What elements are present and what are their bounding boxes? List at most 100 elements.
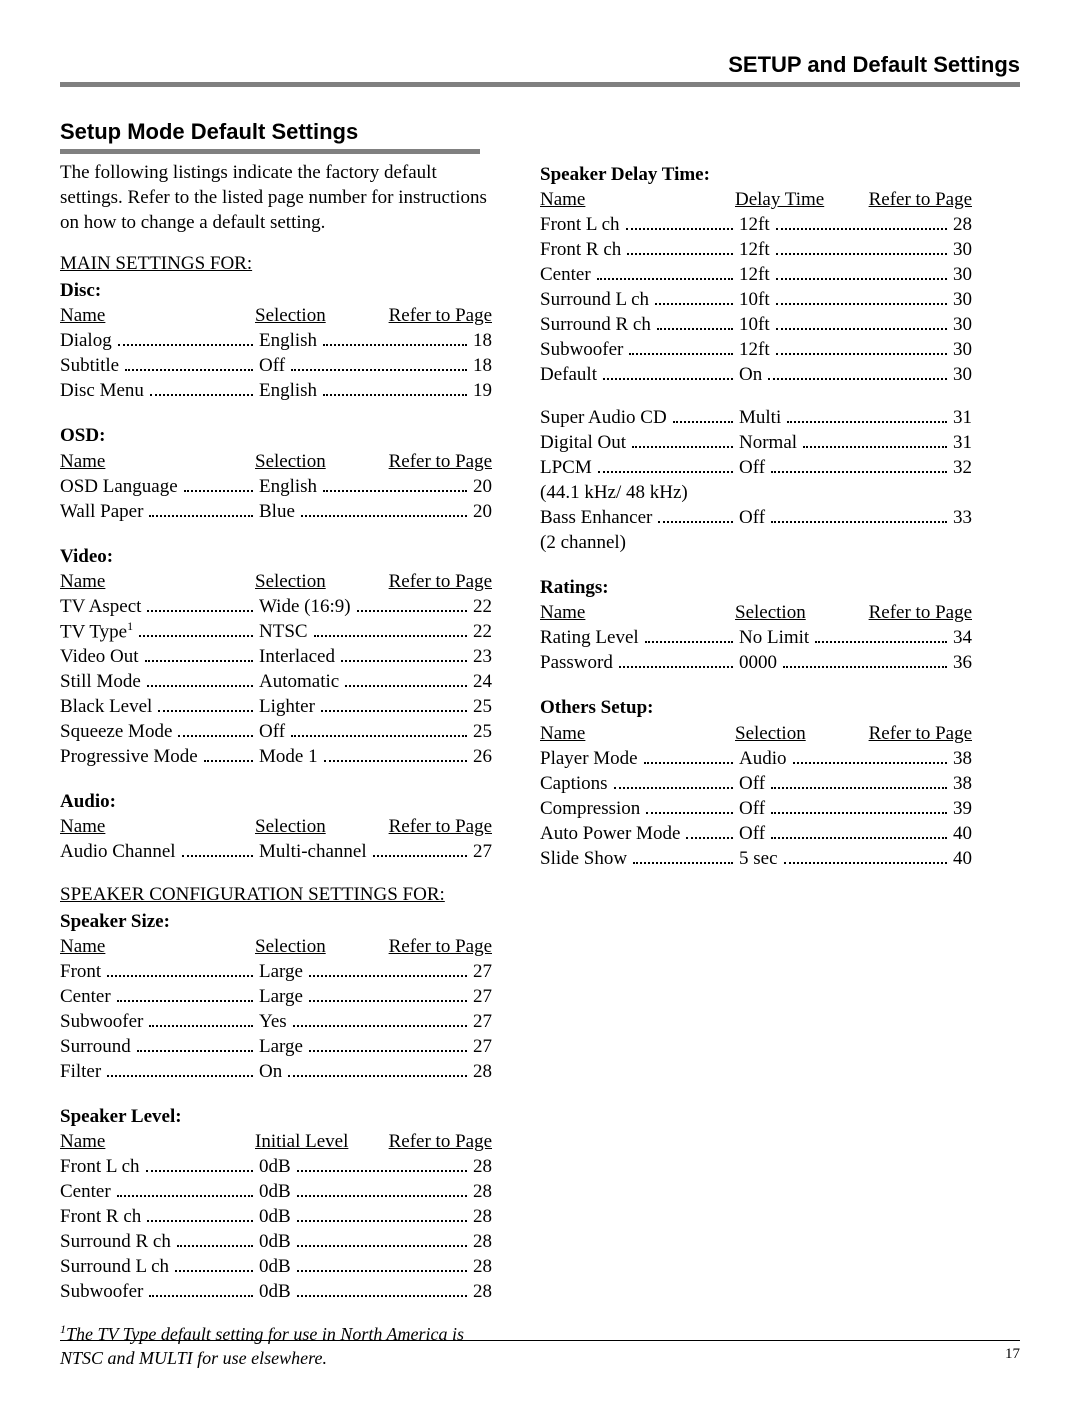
hdr-initial: Initial Level <box>255 1129 373 1154</box>
table-row: Auto Power ModeOff40 <box>540 821 972 846</box>
row-name: Subwoofer <box>540 337 627 362</box>
table-row: Surround R ch10ft30 <box>540 312 972 337</box>
row-name: Front <box>60 959 105 984</box>
table-row: Front R ch12ft30 <box>540 237 972 262</box>
ratings-col-headers: Name Selection Refer to Page <box>540 600 972 625</box>
row-name: Subtitle <box>60 353 123 378</box>
disc-col-headers: Name Selection Refer to Page <box>60 303 492 328</box>
table-row: OSD LanguageEnglish20 <box>60 474 492 499</box>
row-page: 40 <box>949 846 972 871</box>
row-name: Default <box>540 362 601 387</box>
section-underline <box>60 149 480 154</box>
hdr-refer: Refer to Page <box>853 721 972 746</box>
hdr-selection: Selection <box>735 721 853 746</box>
row-page: 22 <box>469 594 492 619</box>
row-name: TV Type1 <box>60 619 137 644</box>
row-page: 28 <box>469 1229 492 1254</box>
row-name: Center <box>540 262 595 287</box>
hdr-selection: Selection <box>255 814 373 839</box>
hdr-refer: Refer to Page <box>373 1129 492 1154</box>
table-row: Surround R ch0dB28 <box>60 1229 492 1254</box>
table-row: Bass EnhancerOff33 <box>540 505 972 530</box>
hdr-name: Name <box>60 303 255 328</box>
row-extra: (2 channel) <box>540 530 972 555</box>
row-selection: Off <box>735 505 769 530</box>
table-row: SubtitleOff18 <box>60 353 492 378</box>
row-page: 25 <box>469 719 492 744</box>
table-row: CenterLarge27 <box>60 984 492 1009</box>
row-selection: Blue <box>255 499 299 524</box>
row-page: 28 <box>469 1059 492 1084</box>
hdr-refer: Refer to Page <box>373 814 492 839</box>
hdr-name: Name <box>60 1129 255 1154</box>
page-header: SETUP and Default Settings <box>60 52 1020 78</box>
row-name: Center <box>60 1179 115 1204</box>
row-name: Surround R ch <box>540 312 655 337</box>
row-name: Digital Out <box>540 430 630 455</box>
row-selection: Interlaced <box>255 644 339 669</box>
row-name: Front L ch <box>60 1154 144 1179</box>
row-page: 22 <box>469 619 492 644</box>
intro-text: The following listings indicate the fact… <box>60 160 492 235</box>
row-page: 38 <box>949 771 972 796</box>
row-name: Captions <box>540 771 612 796</box>
hdr-refer: Refer to Page <box>373 934 492 959</box>
row-page: 30 <box>949 262 972 287</box>
row-page: 38 <box>949 746 972 771</box>
row-page: 18 <box>469 353 492 378</box>
row-page: 28 <box>469 1204 492 1229</box>
table-row: Center0dB28 <box>60 1179 492 1204</box>
hdr-refer: Refer to Page <box>373 303 492 328</box>
table-row: Center12ft30 <box>540 262 972 287</box>
others-rows: Player ModeAudio38CaptionsOff38Compressi… <box>540 746 972 871</box>
row-selection: 0dB <box>255 1204 295 1229</box>
table-row: Front L ch0dB28 <box>60 1154 492 1179</box>
row-name: Rating Level <box>540 625 643 650</box>
table-row: CompressionOff39 <box>540 796 972 821</box>
row-selection: Multi-channel <box>255 839 371 864</box>
speaker-size-heading: Speaker Size: <box>60 909 492 934</box>
hdr-selection: Selection <box>735 600 853 625</box>
hdr-name: Name <box>540 187 735 212</box>
row-selection: 0dB <box>255 1279 295 1304</box>
osd-rows: OSD LanguageEnglish20Wall PaperBlue20 <box>60 474 492 524</box>
row-selection: On <box>735 362 766 387</box>
video-rows: TV AspectWide (16:9)22TV Type1NTSC22Vide… <box>60 594 492 769</box>
osd-col-headers: Name Selection Refer to Page <box>60 449 492 474</box>
row-name: TV Aspect <box>60 594 145 619</box>
row-name: Surround <box>60 1034 135 1059</box>
table-row: Black LevelLighter25 <box>60 694 492 719</box>
speaker-delay-heading: Speaker Delay Time: <box>540 162 972 187</box>
row-name: Front L ch <box>540 212 624 237</box>
hdr-name: Name <box>60 449 255 474</box>
table-row: Super Audio CDMulti31 <box>540 405 972 430</box>
speaker-level-rows: Front L ch0dB28Center0dB28Front R ch0dB2… <box>60 1154 492 1304</box>
table-row: FilterOn28 <box>60 1059 492 1084</box>
video-heading: Video: <box>60 544 492 569</box>
table-row: Subwoofer12ft30 <box>540 337 972 362</box>
table-row: Disc MenuEnglish19 <box>60 378 492 403</box>
disc-heading: Disc: <box>60 278 492 303</box>
speaker-delay-rows: Front L ch12ft28Front R ch12ft30Center12… <box>540 212 972 387</box>
row-selection: 5 sec <box>735 846 782 871</box>
row-selection: Large <box>255 984 307 1009</box>
row-selection: Automatic <box>255 669 343 694</box>
row-selection: 0dB <box>255 1179 295 1204</box>
main-settings-caption: MAIN SETTINGS FOR: <box>60 251 492 276</box>
row-page: 30 <box>949 362 972 387</box>
row-page: 28 <box>469 1154 492 1179</box>
row-name: Subwoofer <box>60 1279 147 1304</box>
hdr-selection: Selection <box>255 449 373 474</box>
table-row: Front R ch0dB28 <box>60 1204 492 1229</box>
row-page: 32 <box>949 455 972 480</box>
row-selection: 0dB <box>255 1254 295 1279</box>
row-page: 34 <box>949 625 972 650</box>
row-page: 27 <box>469 984 492 1009</box>
row-page: 18 <box>469 328 492 353</box>
left-column: The following listings indicate the fact… <box>60 160 492 1370</box>
table-row: DialogEnglish18 <box>60 328 492 353</box>
row-page: 33 <box>949 505 972 530</box>
row-name: Super Audio CD <box>540 405 671 430</box>
hdr-refer: Refer to Page <box>373 569 492 594</box>
row-page: 39 <box>949 796 972 821</box>
